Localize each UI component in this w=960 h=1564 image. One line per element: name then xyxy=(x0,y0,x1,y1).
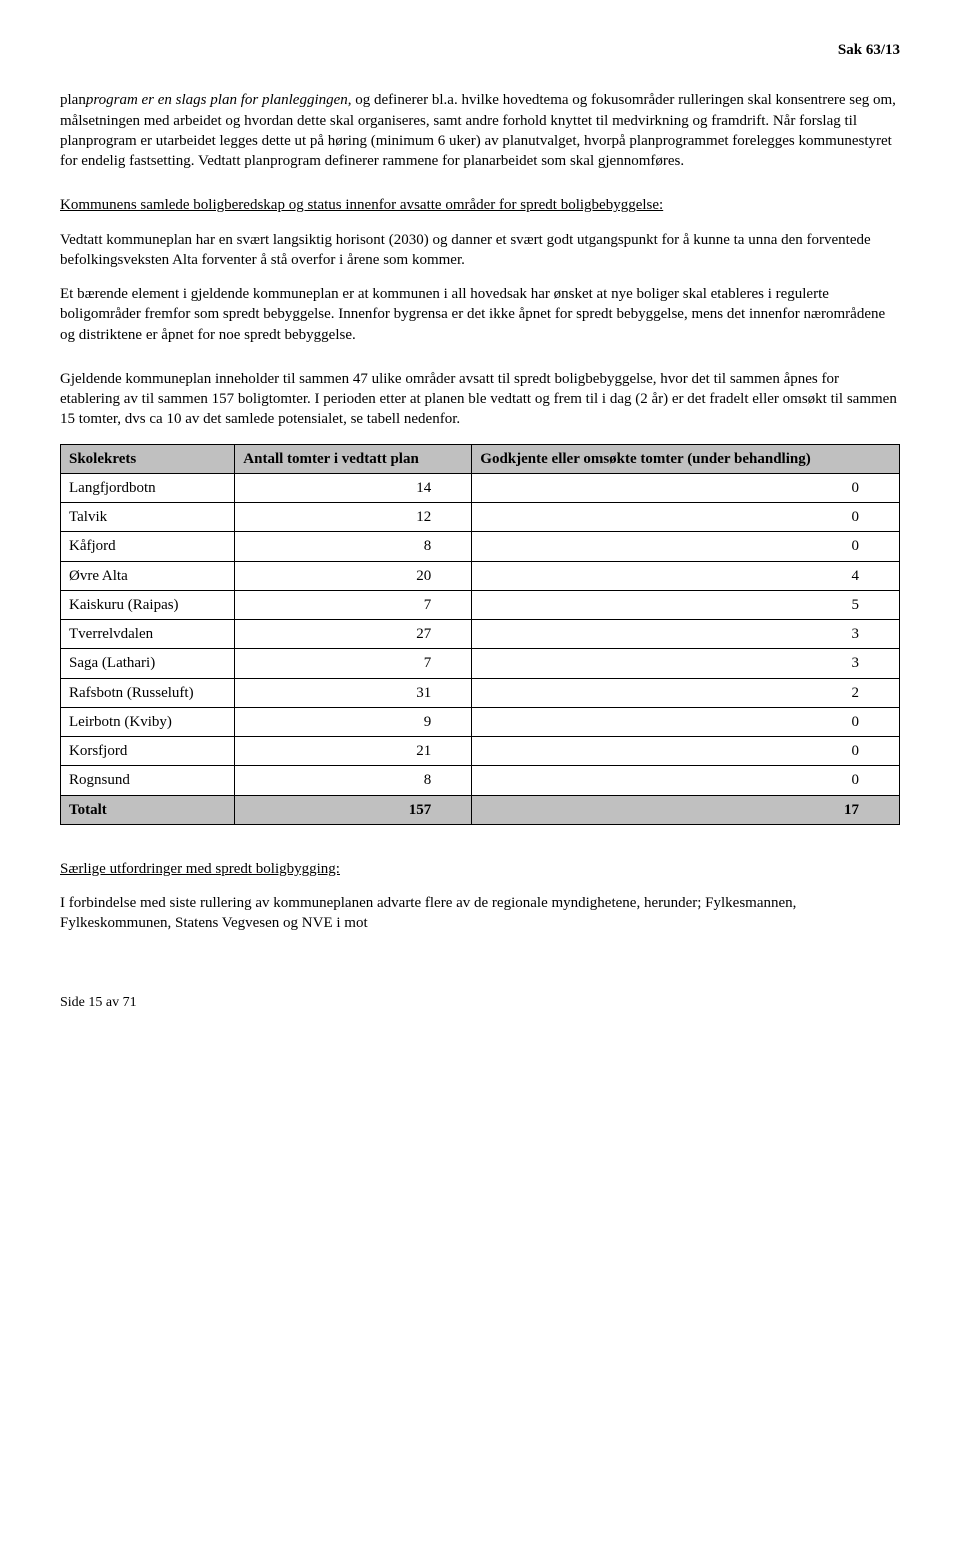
cell-skolekrets: Talvik xyxy=(61,503,235,532)
cell-antall: 8 xyxy=(235,766,472,795)
cell-skolekrets: Tverrelvdalen xyxy=(61,620,235,649)
cell-antall: 9 xyxy=(235,707,472,736)
table-row: Talvik120 xyxy=(61,503,900,532)
table-row: Kåfjord80 xyxy=(61,532,900,561)
table-header-row: Skolekrets Antall tomter i vedtatt plan … xyxy=(61,444,900,473)
heading2-text: Særlige utfordringer med spredt boligbyg… xyxy=(60,861,340,877)
cell-godkjente: 4 xyxy=(472,561,900,590)
cell-skolekrets: Leirbotn (Kviby) xyxy=(61,707,235,736)
cell-skolekrets: Saga (Lathari) xyxy=(61,649,235,678)
total-plan: 157 xyxy=(235,795,472,824)
cell-godkjente: 5 xyxy=(472,590,900,619)
cell-godkjente: 0 xyxy=(472,532,900,561)
col-header-godkjente: Godkjente eller omsøkte tomter (under be… xyxy=(472,444,900,473)
cell-skolekrets: Kåfjord xyxy=(61,532,235,561)
cell-godkjente: 0 xyxy=(472,766,900,795)
cell-skolekrets: Øvre Alta xyxy=(61,561,235,590)
table-row: Rognsund80 xyxy=(61,766,900,795)
cell-antall: 12 xyxy=(235,503,472,532)
case-number-header: Sak 63/13 xyxy=(60,40,900,60)
table-row: Kaiskuru (Raipas)75 xyxy=(61,590,900,619)
cell-godkjente: 2 xyxy=(472,678,900,707)
section-heading-1: Kommunens samlede boligberedskap og stat… xyxy=(60,195,900,215)
cell-godkjente: 0 xyxy=(472,473,900,502)
cell-godkjente: 3 xyxy=(472,620,900,649)
p1-prefix: plan xyxy=(60,92,86,108)
table-row: Langfjordbotn140 xyxy=(61,473,900,502)
paragraph-1: planprogram er en slags plan for planleg… xyxy=(60,90,900,171)
cell-skolekrets: Rafsbotn (Russeluft) xyxy=(61,678,235,707)
cell-antall: 27 xyxy=(235,620,472,649)
total-label: Totalt xyxy=(61,795,235,824)
total-approved: 17 xyxy=(472,795,900,824)
cell-godkjente: 0 xyxy=(472,503,900,532)
col-header-skolekrets: Skolekrets xyxy=(61,444,235,473)
cell-skolekrets: Langfjordbotn xyxy=(61,473,235,502)
cell-antall: 20 xyxy=(235,561,472,590)
table-row: Korsfjord210 xyxy=(61,737,900,766)
section-heading-2: Særlige utfordringer med spredt boligbyg… xyxy=(60,859,900,879)
paragraph-3: Et bærende element i gjeldende kommunepl… xyxy=(60,284,900,345)
page-footer: Side 15 av 71 xyxy=(60,994,900,1013)
paragraph-4: Gjeldende kommuneplan inneholder til sam… xyxy=(60,369,900,430)
plots-table: Skolekrets Antall tomter i vedtatt plan … xyxy=(60,444,900,825)
cell-godkjente: 0 xyxy=(472,737,900,766)
heading1-text: Kommunens samlede boligberedskap og stat… xyxy=(60,197,663,213)
cell-antall: 7 xyxy=(235,649,472,678)
cell-antall: 7 xyxy=(235,590,472,619)
cell-antall: 21 xyxy=(235,737,472,766)
table-row: Leirbotn (Kviby)90 xyxy=(61,707,900,736)
cell-godkjente: 3 xyxy=(472,649,900,678)
cell-skolekrets: Korsfjord xyxy=(61,737,235,766)
table-row: Tverrelvdalen273 xyxy=(61,620,900,649)
cell-antall: 14 xyxy=(235,473,472,502)
paragraph-2: Vedtatt kommuneplan har en svært langsik… xyxy=(60,230,900,271)
cell-antall: 31 xyxy=(235,678,472,707)
table-row: Rafsbotn (Russeluft)312 xyxy=(61,678,900,707)
cell-godkjente: 0 xyxy=(472,707,900,736)
col-header-antall: Antall tomter i vedtatt plan xyxy=(235,444,472,473)
cell-antall: 8 xyxy=(235,532,472,561)
cell-skolekrets: Rognsund xyxy=(61,766,235,795)
p1-italic: program er en slags plan for planlegging… xyxy=(86,92,352,108)
cell-skolekrets: Kaiskuru (Raipas) xyxy=(61,590,235,619)
paragraph-5: I forbindelse med siste rullering av kom… xyxy=(60,893,900,934)
table-row: Saga (Lathari)73 xyxy=(61,649,900,678)
table-total-row: Totalt 157 17 xyxy=(61,795,900,824)
table-row: Øvre Alta204 xyxy=(61,561,900,590)
